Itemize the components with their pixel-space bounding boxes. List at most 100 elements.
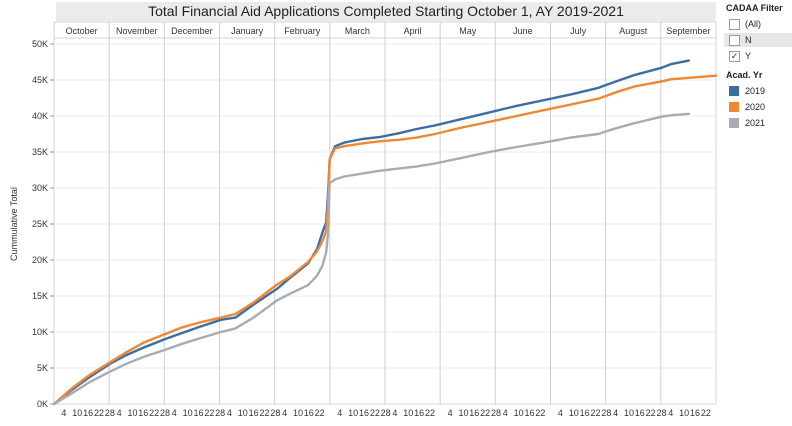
data-point-2019: [542, 99, 545, 101]
data-point-2020: [109, 361, 111, 364]
data-point-2021: [276, 299, 278, 302]
x-day-tick-label: 28: [105, 408, 115, 418]
x-day-tick-label: 4: [668, 408, 673, 418]
data-point-2019: [343, 141, 346, 144]
data-point-2021: [597, 133, 599, 135]
data-point-2021: [321, 265, 324, 267]
legend-label-2019: 2019: [745, 86, 766, 96]
x-day-tick-label: 22: [425, 408, 435, 418]
x-day-tick-label: 4: [282, 408, 287, 418]
legend-item-2019[interactable]: 2019: [724, 84, 792, 98]
data-point-2019: [488, 111, 491, 114]
data-point-2019: [669, 63, 672, 65]
data-point-2020: [234, 313, 237, 315]
y-tick-label: 45K: [32, 75, 48, 85]
data-point-2021: [307, 284, 309, 287]
x-day-tick-label: 10: [183, 408, 193, 418]
swatch-2021: [729, 118, 739, 128]
x-day-tick-label: 16: [635, 408, 645, 418]
swatch-2020: [729, 102, 739, 112]
data-point-2020: [688, 77, 690, 79]
data-point-2020: [633, 85, 636, 88]
data-point-2020: [289, 275, 291, 278]
data-point-2020: [542, 109, 545, 111]
x-day-tick-label: 22: [646, 408, 656, 418]
x-day-tick-label: 28: [160, 408, 170, 418]
filter-title: CADAA Filter: [726, 3, 783, 13]
legend-panel: CADAA Filter (All) N ✓ Y Acad. Yr 2019 2…: [724, 0, 792, 132]
legend-item-2020[interactable]: 2020: [724, 100, 792, 114]
data-point-2020: [328, 158, 331, 160]
data-point-2021: [488, 151, 491, 153]
x-day-tick-label: 28: [270, 408, 280, 418]
data-point-2020: [379, 140, 382, 142]
filter-item-all[interactable]: (All): [724, 17, 792, 31]
data-point-2020: [325, 230, 327, 232]
x-day-tick-label: 10: [127, 408, 137, 418]
month-label: October: [66, 26, 98, 36]
data-point-2020: [220, 316, 222, 319]
legend-item-2021[interactable]: 2021: [724, 116, 792, 130]
data-point-2020: [316, 250, 318, 253]
checkbox-all[interactable]: [729, 18, 740, 30]
x-day-tick-label: 10: [569, 408, 579, 418]
data-point-2021: [109, 370, 111, 373]
month-label: May: [459, 26, 477, 36]
x-day-tick-label: 16: [690, 408, 700, 418]
month-label: September: [666, 26, 710, 36]
x-day-tick-label: 16: [580, 408, 590, 418]
data-point-2021: [660, 115, 663, 118]
x-day-tick-label: 4: [392, 408, 397, 418]
data-point-2020: [198, 321, 200, 324]
data-point-2019: [434, 124, 436, 127]
data-point-2021: [669, 114, 672, 117]
x-day-tick-label: 4: [448, 408, 453, 418]
x-day-tick-label: 16: [83, 408, 93, 418]
data-point-2021: [328, 182, 331, 184]
x-day-tick-label: 22: [94, 408, 104, 418]
data-point-2019: [198, 326, 200, 328]
y-tick-label: 10K: [32, 327, 48, 337]
data-point-2019: [361, 138, 364, 140]
data-point-2021: [615, 127, 617, 129]
x-day-tick-label: 4: [503, 408, 508, 418]
x-day-tick-label: 22: [535, 408, 545, 418]
filter-item-y[interactable]: ✓ Y: [724, 49, 792, 63]
data-point-2021: [461, 157, 463, 159]
x-day-tick-label: 22: [590, 408, 600, 418]
data-point-2019: [252, 303, 255, 306]
x-day-tick-label: 28: [601, 408, 611, 418]
x-day-tick-label: 10: [348, 408, 358, 418]
x-day-tick-label: 10: [514, 408, 524, 418]
data-point-2021: [220, 331, 222, 333]
filter-label-y: Y: [745, 51, 752, 61]
data-point-2021: [252, 316, 255, 319]
data-point-2021: [379, 169, 382, 172]
x-day-tick-label: 22: [204, 408, 214, 418]
data-point-2020: [125, 351, 128, 354]
y-tick-label: 40K: [32, 111, 48, 121]
checkbox-y[interactable]: ✓: [729, 50, 740, 62]
data-point-2020: [570, 103, 572, 106]
data-point-2020: [715, 74, 717, 77]
data-point-2021: [415, 165, 418, 168]
filter-item-n[interactable]: N: [724, 33, 792, 47]
month-label: February: [284, 26, 321, 36]
data-point-2019: [515, 105, 518, 107]
x-day-tick-label: 16: [249, 408, 259, 418]
data-point-2019: [688, 59, 690, 62]
y-tick-label: 5K: [37, 363, 48, 373]
data-point-2019: [143, 346, 146, 348]
checkbox-n[interactable]: [729, 34, 740, 46]
data-point-2019: [461, 118, 463, 120]
data-point-2020: [89, 373, 92, 376]
data-point-2021: [334, 178, 336, 181]
data-point-2020: [515, 115, 518, 117]
data-point-2019: [321, 231, 324, 234]
month-label: November: [116, 26, 158, 36]
data-point-2021: [125, 362, 128, 365]
data-point-2020: [415, 136, 418, 139]
data-point-2021: [53, 403, 55, 405]
chart-title: Total Financial Aid Applications Complet…: [148, 3, 624, 19]
